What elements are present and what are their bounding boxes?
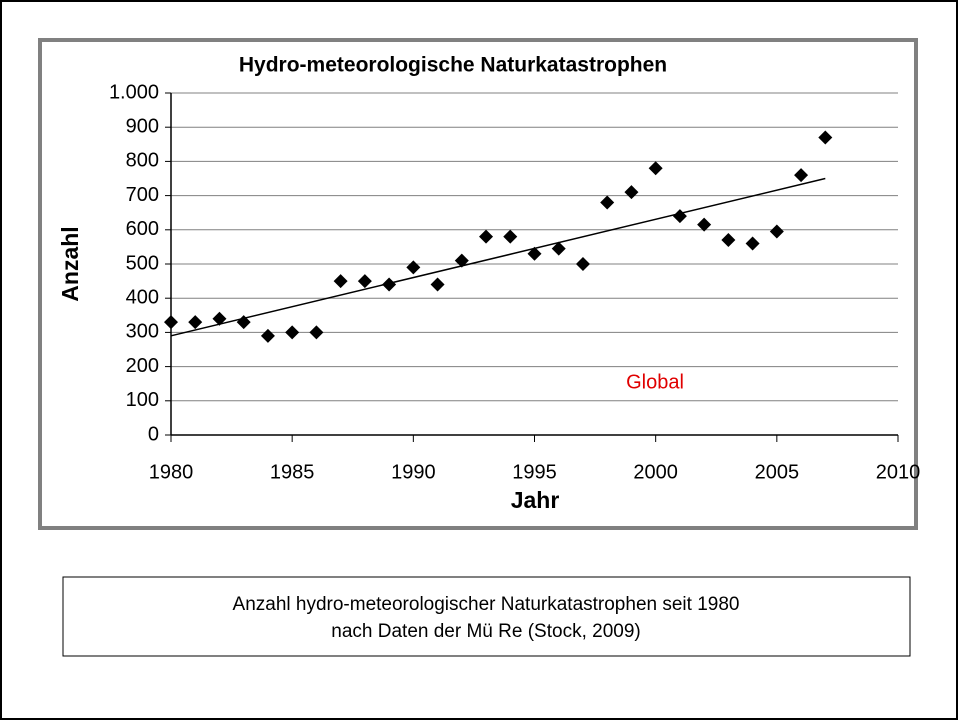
x-tick-label: 1995 bbox=[512, 461, 557, 483]
x-tick-label: 1990 bbox=[391, 461, 436, 483]
data-point bbox=[624, 185, 639, 200]
data-point bbox=[260, 328, 275, 343]
chart-title: Hydro-meteorologische Naturkatastrophen bbox=[239, 54, 667, 77]
x-tick-label: 1980 bbox=[149, 461, 194, 483]
y-tick-label: 0 bbox=[148, 423, 159, 445]
data-point bbox=[794, 168, 809, 183]
y-tick-label: 400 bbox=[126, 286, 159, 308]
caption-line: nach Daten der Mü Re (Stock, 2009) bbox=[331, 621, 640, 642]
chart-frame bbox=[38, 38, 918, 530]
data-point bbox=[575, 257, 590, 271]
data-point bbox=[333, 274, 348, 289]
y-tick-label: 900 bbox=[126, 115, 159, 137]
data-point bbox=[188, 315, 203, 330]
data-point bbox=[697, 217, 712, 232]
y-tick-label: 500 bbox=[126, 252, 159, 274]
data-point bbox=[600, 195, 615, 210]
x-tick-label: 2010 bbox=[876, 461, 921, 483]
data-point bbox=[212, 311, 227, 326]
data-point bbox=[406, 260, 421, 275]
y-axis-label: Anzahl bbox=[57, 226, 83, 301]
y-tick-label: 700 bbox=[126, 184, 159, 206]
data-point bbox=[503, 229, 518, 244]
y-tick-label: 200 bbox=[126, 355, 159, 377]
y-tick-label: 600 bbox=[126, 218, 159, 240]
x-tick-label: 2000 bbox=[633, 461, 678, 483]
caption-box bbox=[62, 576, 911, 657]
data-point bbox=[769, 224, 784, 239]
y-tick-label: 1.000 bbox=[109, 81, 159, 103]
x-axis-label: Jahr bbox=[511, 487, 560, 513]
y-tick-label: 800 bbox=[126, 150, 159, 172]
data-point bbox=[454, 253, 469, 268]
data-point bbox=[648, 161, 663, 176]
x-tick-label: 1985 bbox=[270, 461, 315, 483]
trend-line bbox=[170, 177, 826, 337]
x-tick-label: 2005 bbox=[755, 461, 800, 483]
data-point bbox=[309, 325, 324, 340]
data-point bbox=[357, 274, 372, 289]
data-point bbox=[382, 277, 397, 292]
annotation: Global bbox=[626, 371, 684, 393]
data-point bbox=[479, 229, 494, 244]
data-point bbox=[818, 130, 833, 145]
data-point bbox=[164, 315, 178, 330]
caption-line: Anzahl hydro-meteorologischer Naturkatas… bbox=[233, 594, 740, 615]
data-point bbox=[285, 325, 300, 340]
data-point bbox=[527, 246, 542, 261]
data-point bbox=[236, 315, 251, 330]
plot: 0 100 200 300 400 500 600 700 800 900 1.000 1980 198… bbox=[109, 81, 920, 483]
data-point bbox=[745, 236, 760, 251]
data-point bbox=[721, 233, 736, 248]
y-tick-label: 100 bbox=[126, 389, 159, 411]
data-point bbox=[430, 277, 445, 292]
data-point bbox=[672, 209, 687, 224]
y-tick-label: 300 bbox=[126, 321, 159, 343]
data-point bbox=[551, 241, 566, 256]
